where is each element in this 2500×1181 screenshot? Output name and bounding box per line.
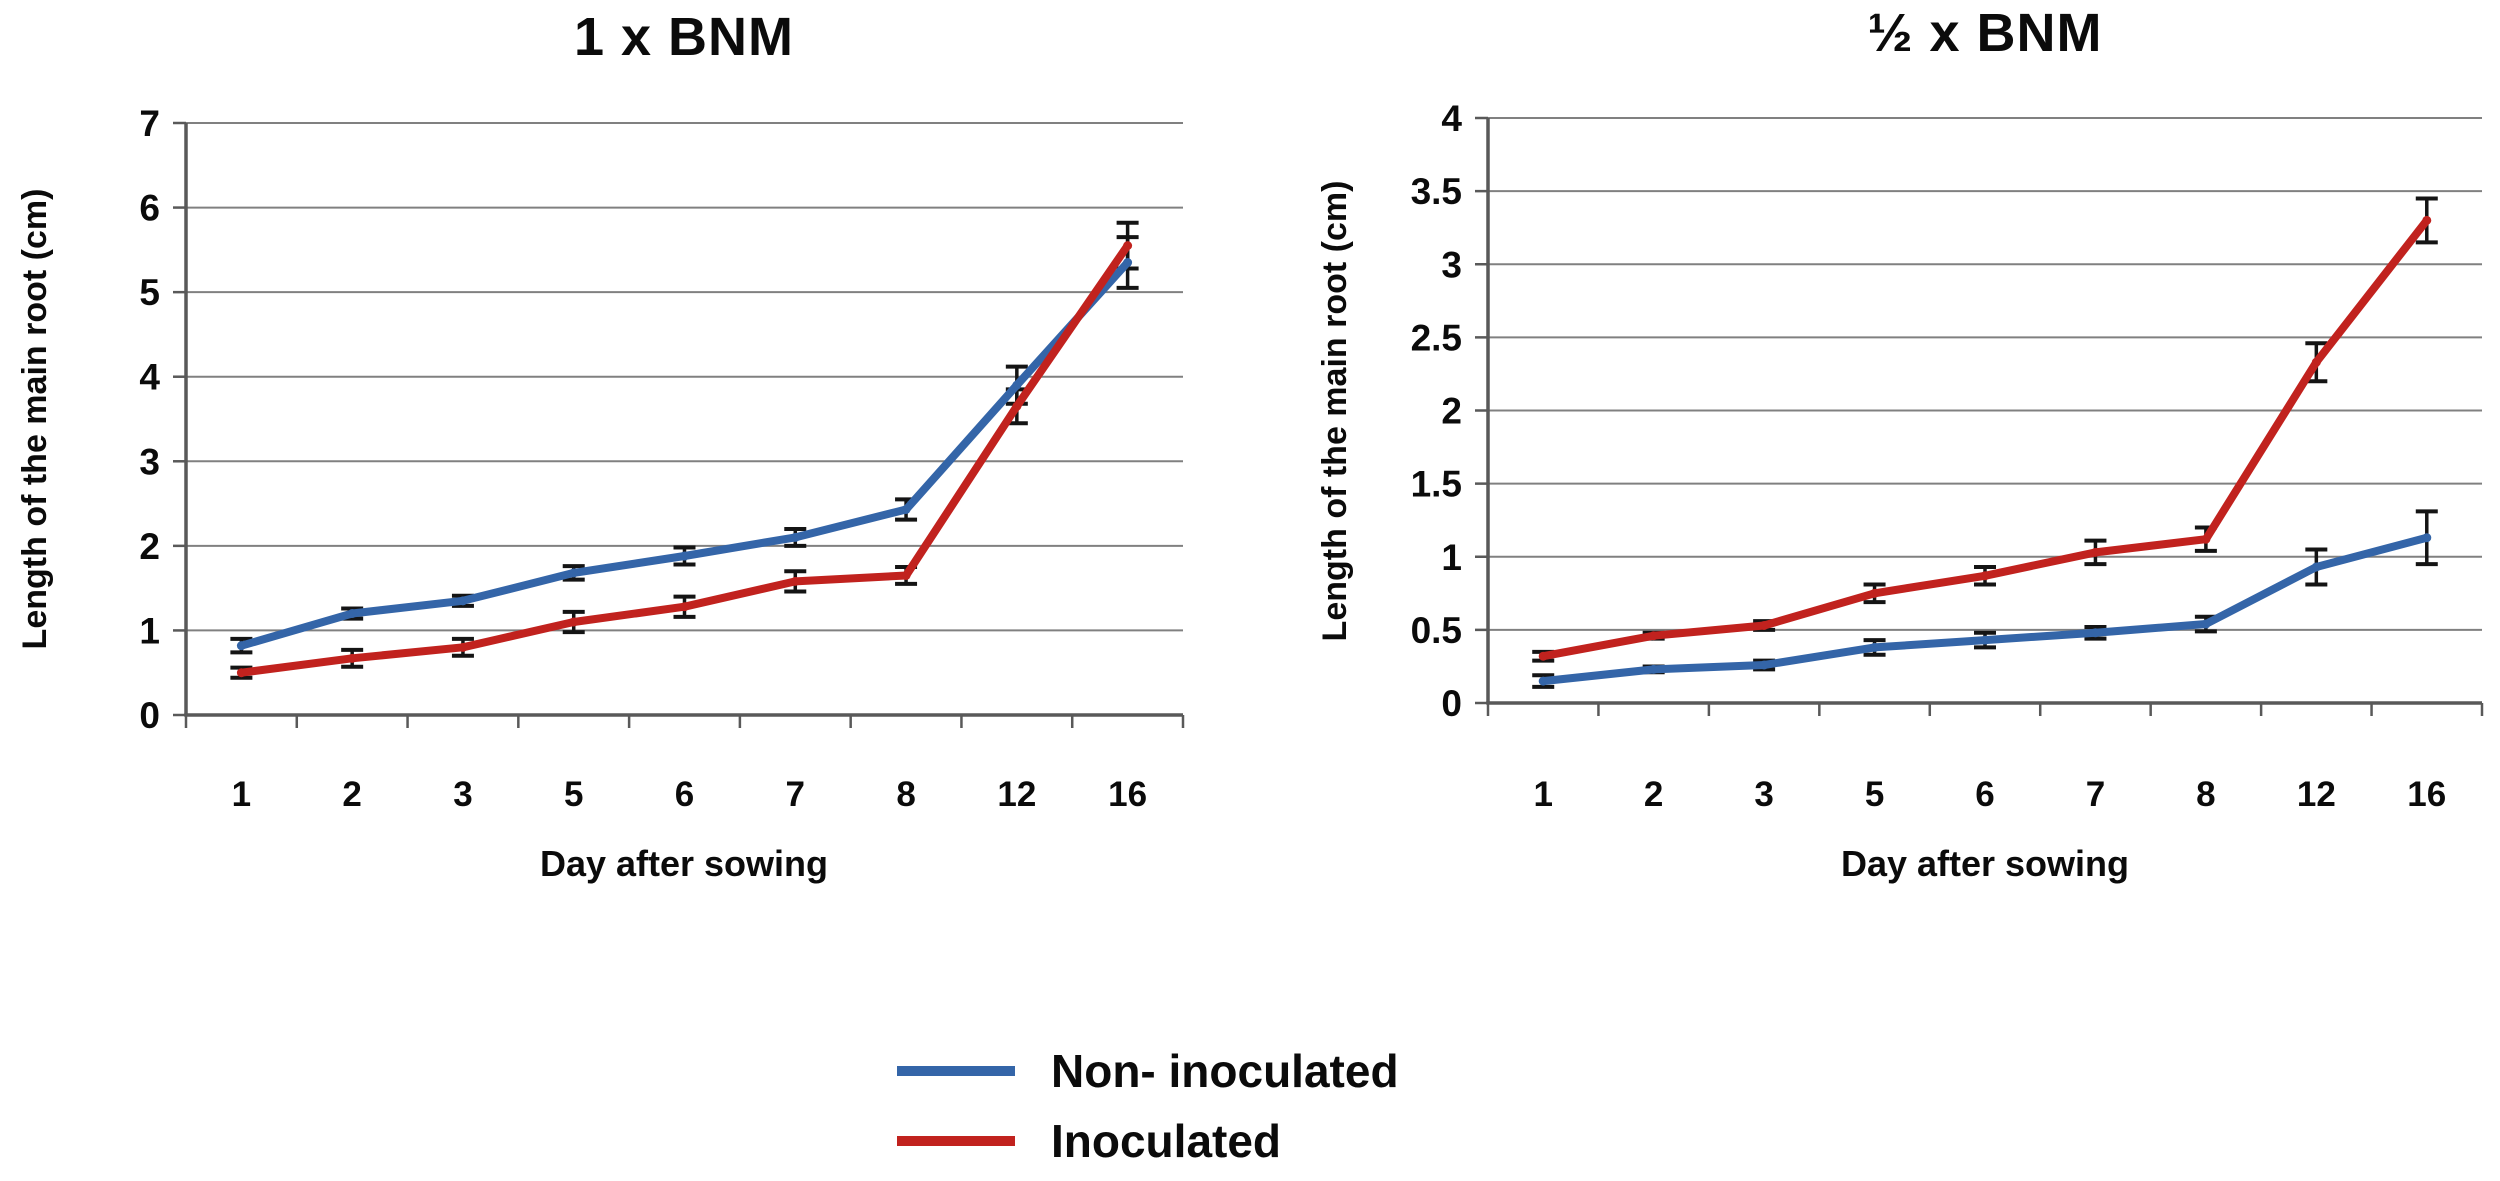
series-line-non-inoculated xyxy=(1539,533,2431,686)
x-tick-label: 5 xyxy=(564,775,583,814)
data-point-inoculated xyxy=(347,653,357,663)
y-tick-label: 2 xyxy=(139,526,160,567)
legend-line-inoculated-icon xyxy=(897,1136,1015,1146)
x-tick-label: 6 xyxy=(675,775,694,814)
data-point-inoculated xyxy=(2422,215,2432,225)
data-point-non-inoculated xyxy=(680,551,689,561)
chart-title-half-bnm: ½ x BNM xyxy=(1867,3,2103,63)
data-point-non-inoculated xyxy=(901,504,911,514)
chart-title-1xbnm: 1 x BNM xyxy=(573,7,795,67)
data-point-inoculated xyxy=(2311,357,2321,367)
x-tick-label: 5 xyxy=(1865,775,1884,814)
x-tick-label: 1 xyxy=(232,775,251,814)
x-tick-label: 2 xyxy=(342,775,361,814)
x-tick-label: 3 xyxy=(1754,775,1773,814)
series-line-non-inoculated xyxy=(237,258,1132,650)
x-axis-title-left: Day after sowing xyxy=(539,843,829,884)
x-tick-label: 7 xyxy=(786,775,805,814)
x-tick-label: 8 xyxy=(896,775,915,814)
y-tick-label: 4 xyxy=(139,357,160,398)
y-tick-label: 6 xyxy=(139,188,160,229)
x-tick-label: 16 xyxy=(2407,775,2446,814)
legend: Non- inoculated Inoculated xyxy=(897,1036,1399,1176)
x-tick-label: 1 xyxy=(1533,775,1552,814)
y-tick-label: 3.5 xyxy=(1411,171,1462,212)
data-point-non-inoculated xyxy=(2422,533,2432,543)
data-point-inoculated xyxy=(569,617,579,627)
legend-label-inoculated: Inoculated xyxy=(1051,1115,1282,1167)
data-point-inoculated xyxy=(458,642,468,652)
data-point-non-inoculated xyxy=(2311,562,2321,572)
data-point-non-inoculated xyxy=(2201,619,2211,629)
x-tick-label: 8 xyxy=(2196,775,2215,814)
data-point-inoculated xyxy=(1870,588,1880,598)
data-point-non-inoculated xyxy=(1759,660,1769,670)
data-point-inoculated xyxy=(790,576,800,586)
series-line-inoculated xyxy=(1539,216,2431,661)
data-point-inoculated xyxy=(2090,547,2100,557)
x-tick-label: 7 xyxy=(2086,775,2105,814)
data-point-inoculated xyxy=(1012,401,1022,411)
y-tick-label: 1 xyxy=(139,610,160,651)
data-point-non-inoculated xyxy=(458,596,468,606)
data-point-non-inoculated xyxy=(790,532,800,542)
data-point-inoculated xyxy=(901,570,911,580)
y-tick-label: 4 xyxy=(1441,98,1462,139)
y-tick-label: 0.5 xyxy=(1411,610,1462,651)
y-tick-label: 2 xyxy=(1441,391,1462,432)
data-point-inoculated xyxy=(1538,651,1548,661)
x-axis-title-right: Day after sowing xyxy=(1840,843,2130,884)
y-tick-label: 0 xyxy=(1441,683,1462,724)
data-point-inoculated xyxy=(1123,241,1133,251)
y-tick-label: 1 xyxy=(1441,537,1462,578)
y-tick-label: 1.5 xyxy=(1411,464,1462,505)
y-tick-label: 7 xyxy=(139,103,160,144)
data-point-non-inoculated xyxy=(1649,664,1659,674)
data-point-non-inoculated xyxy=(569,568,579,578)
y-axis-title-right: Length of the main root (cm) xyxy=(1316,180,1354,642)
data-point-inoculated xyxy=(236,668,246,678)
legend-line-non-inoculated-icon xyxy=(897,1066,1015,1076)
y-tick-label: 3 xyxy=(1441,244,1462,285)
legend-item-inoculated: Inoculated xyxy=(897,1106,1399,1176)
x-tick-label: 12 xyxy=(997,775,1036,814)
x-tick-label: 12 xyxy=(2297,775,2336,814)
legend-item-non-inoculated: Non- inoculated xyxy=(897,1036,1399,1106)
data-point-non-inoculated xyxy=(1012,380,1022,390)
data-point-non-inoculated xyxy=(1980,635,1990,645)
y-axis-title-left: Length of the main root (cm) xyxy=(16,188,54,650)
data-point-inoculated xyxy=(2201,534,2211,544)
data-point-inoculated xyxy=(680,602,689,612)
x-tick-label: 3 xyxy=(453,775,472,814)
y-tick-label: 5 xyxy=(139,272,160,313)
data-point-inoculated xyxy=(1980,571,1990,581)
y-tick-label: 3 xyxy=(139,441,160,482)
data-point-non-inoculated xyxy=(2090,628,2100,638)
data-point-non-inoculated xyxy=(1538,676,1548,686)
data-point-inoculated xyxy=(1759,620,1769,630)
data-point-non-inoculated xyxy=(1870,642,1880,652)
data-point-non-inoculated xyxy=(1123,258,1133,268)
x-tick-label: 2 xyxy=(1644,775,1663,814)
data-point-non-inoculated xyxy=(347,609,357,619)
y-tick-label: 2.5 xyxy=(1411,317,1462,358)
x-tick-label: 16 xyxy=(1108,775,1147,814)
x-tick-label: 6 xyxy=(1975,775,1994,814)
legend-label-non-inoculated: Non- inoculated xyxy=(1051,1045,1399,1097)
data-point-inoculated xyxy=(1649,631,1659,641)
y-tick-label: 0 xyxy=(139,695,160,736)
data-point-non-inoculated xyxy=(236,641,246,651)
